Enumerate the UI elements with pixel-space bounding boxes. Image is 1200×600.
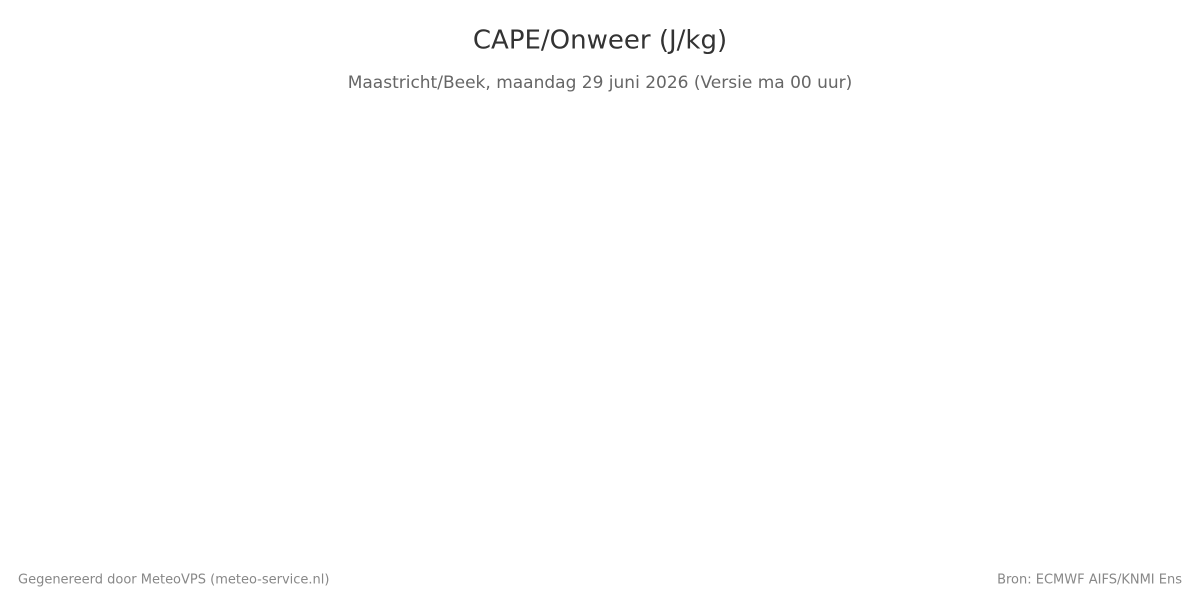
- footer-right: Bron: ECMWF AIFS/KNMI Ens: [997, 573, 1182, 588]
- chart-title: CAPE/Onweer (J/kg): [473, 26, 727, 56]
- footer-left: Gegenereerd door MeteoVPS (meteo-service…: [18, 573, 329, 588]
- chart-subtitle: Maastricht/Beek, maandag 29 juni 2026 (V…: [348, 73, 853, 93]
